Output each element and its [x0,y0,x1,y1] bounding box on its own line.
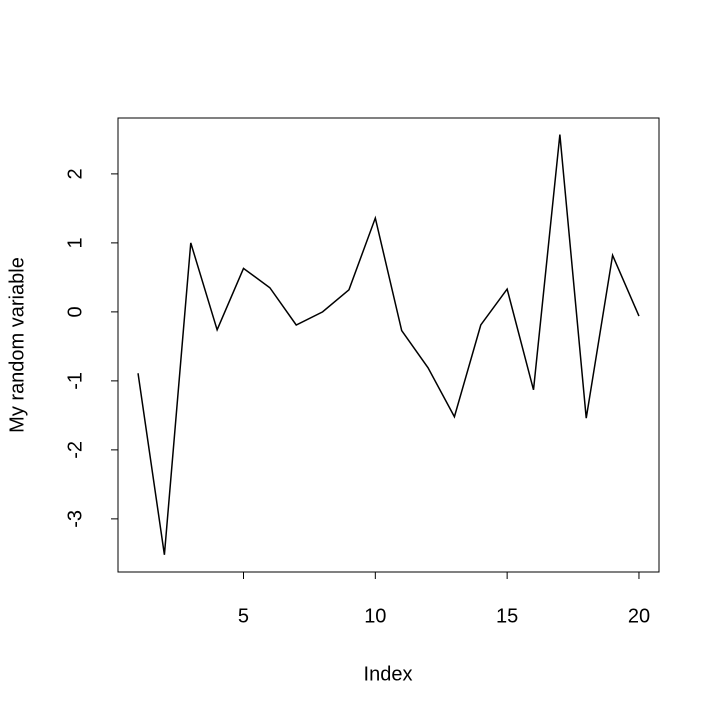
y-tick-label: 1 [64,237,86,248]
y-axis-label: My random variable [6,257,28,433]
x-axis-label: Index [364,663,413,685]
y-tick-label: 2 [64,168,86,179]
y-tick-label: -2 [64,441,86,459]
y-tick-label: -3 [64,510,86,528]
x-tick-label: 10 [364,605,386,627]
x-tick-label: 5 [238,605,249,627]
x-tick-label: 20 [628,605,650,627]
y-tick-label: 0 [64,306,86,317]
plot-frame [117,117,660,573]
y-tick-label: -1 [64,372,86,390]
x-tick-label: 15 [496,605,518,627]
data-line [137,134,640,555]
